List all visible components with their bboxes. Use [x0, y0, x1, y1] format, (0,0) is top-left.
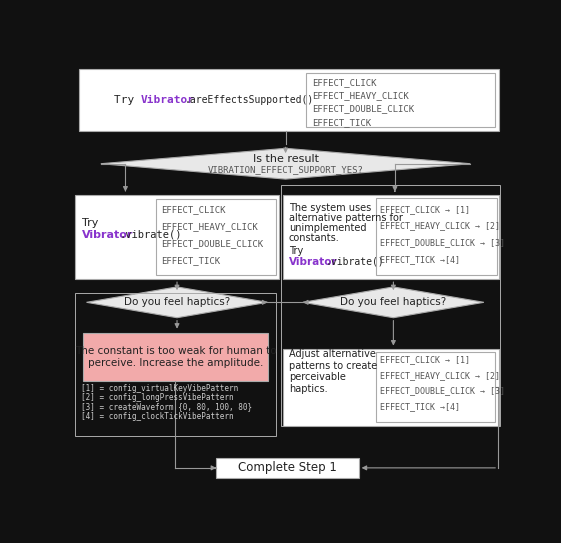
- Text: [4] = config_clockTickVibePattern: [4] = config_clockTickVibePattern: [81, 412, 233, 421]
- Text: .areEffectsSupported(): .areEffectsSupported(): [185, 95, 314, 105]
- Text: EFFECT_HEAVY_CLICK → [2]: EFFECT_HEAVY_CLICK → [2]: [380, 222, 499, 231]
- Text: Try: Try: [114, 95, 141, 105]
- Text: unimplemented: unimplemented: [289, 223, 366, 232]
- FancyBboxPatch shape: [283, 194, 499, 279]
- Text: The constant is too weak for human to
perceive. Increase the amplitude.: The constant is too weak for human to pe…: [75, 346, 276, 368]
- Text: EFFECT_CLICK → [1]: EFFECT_CLICK → [1]: [380, 205, 470, 213]
- Text: EFFECT_CLICK → [1]: EFFECT_CLICK → [1]: [380, 356, 470, 364]
- Text: EFFECT_DOUBLE_CLICK → [3]: EFFECT_DOUBLE_CLICK → [3]: [380, 238, 504, 248]
- Text: Adjust alternative
patterns to create
perceivable
haptics.: Adjust alternative patterns to create pe…: [289, 349, 377, 394]
- Text: EFFECT_HEAVY_CLICK → [2]: EFFECT_HEAVY_CLICK → [2]: [380, 371, 499, 380]
- Text: EFFECT_CLICK: EFFECT_CLICK: [161, 205, 226, 214]
- FancyBboxPatch shape: [83, 333, 268, 381]
- Text: EFFECT_TICK →[4]: EFFECT_TICK →[4]: [380, 255, 459, 264]
- Text: EFFECT_DOUBLE_CLICK: EFFECT_DOUBLE_CLICK: [312, 105, 414, 113]
- FancyBboxPatch shape: [75, 194, 279, 279]
- Text: EFFECT_DOUBLE_CLICK → [3]: EFFECT_DOUBLE_CLICK → [3]: [380, 387, 504, 395]
- Text: Vibrator: Vibrator: [141, 95, 195, 105]
- FancyBboxPatch shape: [217, 458, 358, 478]
- Text: EFFECT_HEAVY_CLICK: EFFECT_HEAVY_CLICK: [312, 91, 408, 100]
- Text: Vibrator: Vibrator: [82, 230, 134, 239]
- Polygon shape: [86, 287, 268, 318]
- Text: EFFECT_TICK: EFFECT_TICK: [161, 256, 220, 265]
- Text: [1] = config_virtualKeyVibePattern: [1] = config_virtualKeyVibePattern: [81, 384, 238, 393]
- Text: VIBRATION_EFFECT_SUPPORT_YES?: VIBRATION_EFFECT_SUPPORT_YES?: [208, 166, 364, 174]
- Polygon shape: [303, 287, 484, 318]
- Text: .vibrate(): .vibrate(): [119, 230, 182, 239]
- Text: Try: Try: [82, 218, 99, 228]
- Text: Is the result: Is the result: [252, 154, 319, 164]
- Text: Vibrator: Vibrator: [289, 256, 337, 267]
- FancyBboxPatch shape: [306, 73, 495, 127]
- Text: The system uses: The system uses: [289, 203, 371, 213]
- Text: constants.: constants.: [289, 232, 339, 243]
- Text: [3] = createWaveform {0, 80, 100, 80}: [3] = createWaveform {0, 80, 100, 80}: [81, 402, 252, 412]
- FancyBboxPatch shape: [283, 349, 499, 426]
- Polygon shape: [101, 148, 470, 179]
- FancyBboxPatch shape: [156, 199, 275, 275]
- Text: [2] = config_longPressVibePattern: [2] = config_longPressVibePattern: [81, 393, 233, 402]
- FancyBboxPatch shape: [79, 69, 499, 131]
- Text: EFFECT_CLICK: EFFECT_CLICK: [312, 78, 376, 87]
- Text: EFFECT_TICK: EFFECT_TICK: [312, 118, 371, 127]
- Text: EFFECT_TICK →[4]: EFFECT_TICK →[4]: [380, 402, 459, 411]
- FancyBboxPatch shape: [376, 352, 495, 422]
- Text: Do you feel haptics?: Do you feel haptics?: [341, 298, 447, 307]
- FancyBboxPatch shape: [376, 198, 498, 275]
- Text: Complete Step 1: Complete Step 1: [238, 462, 337, 475]
- Text: Do you feel haptics?: Do you feel haptics?: [124, 298, 230, 307]
- Text: EFFECT_HEAVY_CLICK: EFFECT_HEAVY_CLICK: [161, 223, 257, 231]
- Text: EFFECT_DOUBLE_CLICK: EFFECT_DOUBLE_CLICK: [161, 239, 263, 248]
- Text: alternative patterns for: alternative patterns for: [289, 213, 403, 223]
- Text: .vibrate(): .vibrate(): [325, 256, 384, 267]
- Text: Try: Try: [289, 247, 303, 256]
